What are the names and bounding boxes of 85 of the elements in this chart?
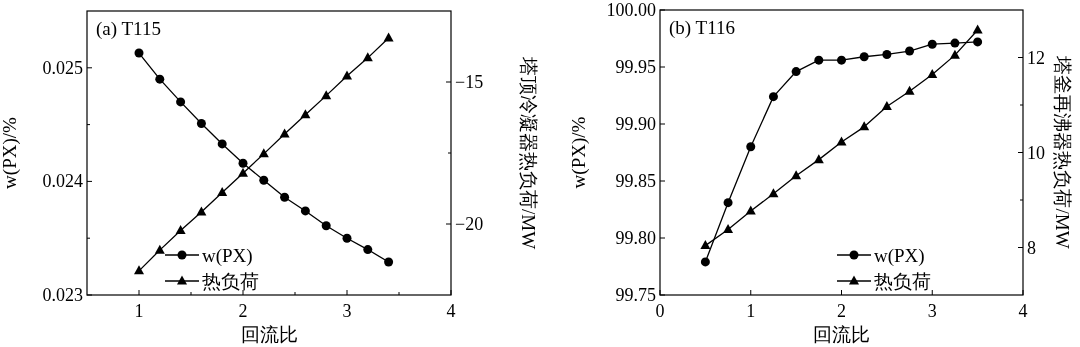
y-tick-label: 99.95 — [615, 57, 656, 77]
point — [950, 38, 960, 48]
y2-axis-title: 塔釜再沸器热负荷/MW — [1052, 55, 1073, 249]
point — [175, 225, 186, 235]
x-tick-label: 2 — [238, 301, 248, 321]
point — [745, 205, 756, 215]
x-tick-label: 3 — [927, 301, 937, 321]
y-tick-label: 99.80 — [615, 228, 656, 248]
legend-label: w(PX) — [874, 245, 925, 267]
y-tick-label: 99.75 — [615, 285, 656, 305]
point — [300, 206, 310, 216]
y2-tick-label: 10 — [1027, 142, 1045, 163]
point — [196, 206, 207, 216]
point — [768, 92, 778, 102]
point — [972, 24, 983, 34]
point — [700, 257, 710, 267]
point — [258, 148, 269, 158]
point — [882, 49, 892, 59]
y-tick-label: 0.025 — [42, 57, 83, 78]
point — [176, 97, 186, 107]
point — [927, 69, 938, 79]
y-axis-title: w(PX)/% — [0, 116, 21, 189]
point — [836, 136, 847, 146]
x-tick-label: 3 — [342, 301, 352, 321]
point — [238, 158, 248, 168]
point — [814, 55, 824, 65]
point — [949, 49, 960, 59]
point — [196, 118, 206, 128]
point — [881, 100, 892, 110]
y-tick-label: 0.024 — [42, 171, 83, 192]
point — [746, 142, 756, 152]
point — [973, 37, 983, 47]
y2-axis-title: 塔顶冷凝器热负荷/MW — [518, 55, 539, 250]
y-tick-label: 0.023 — [42, 285, 83, 305]
point — [154, 244, 165, 254]
point — [362, 52, 373, 62]
point — [342, 70, 352, 80]
x-axis-title: 回流比 — [813, 324, 870, 345]
point — [384, 257, 394, 267]
point — [321, 221, 331, 231]
point — [837, 55, 846, 65]
point — [813, 154, 824, 164]
point — [927, 39, 937, 49]
x-tick-label: 1 — [746, 301, 756, 321]
x-tick-label: 0 — [655, 301, 665, 321]
point — [768, 188, 779, 198]
y-axis-title: w(PX)/% — [568, 116, 590, 189]
y-tick-label: 99.85 — [615, 171, 656, 191]
x-tick-label: 2 — [837, 301, 846, 321]
point — [905, 46, 915, 56]
point — [700, 240, 711, 250]
legend-label: w(PX) — [202, 245, 253, 267]
point — [723, 223, 734, 233]
point — [134, 48, 144, 58]
point — [904, 85, 915, 95]
point — [217, 139, 227, 149]
point — [217, 186, 228, 196]
legend-label: 热负荷 — [874, 271, 931, 292]
y-tick-label: 99.90 — [615, 114, 656, 134]
point — [238, 167, 248, 177]
x-tick-label: 1 — [134, 301, 144, 321]
point — [300, 109, 311, 119]
y2-tick-label: −20 — [455, 214, 484, 234]
point — [321, 90, 332, 100]
point — [791, 67, 801, 77]
point — [259, 175, 269, 185]
chart-title: (b) T116 — [669, 17, 735, 39]
legend-label: 热负荷 — [202, 271, 259, 292]
x-axis-title: 回流比 — [240, 324, 298, 345]
point — [363, 245, 373, 255]
x-tick-label: 4 — [1018, 301, 1028, 321]
y2-tick-label: −15 — [455, 72, 484, 92]
y2-tick-label: 12 — [1027, 47, 1045, 68]
point — [280, 192, 290, 202]
point — [155, 74, 165, 84]
point — [859, 52, 869, 62]
point — [134, 265, 144, 275]
point — [342, 233, 352, 243]
point — [791, 170, 802, 180]
chart-title: (a) T115 — [96, 18, 161, 40]
y2-tick-label: 8 — [1027, 237, 1036, 258]
x-tick-label: 4 — [446, 301, 456, 321]
y-tick-label: 100.00 — [606, 0, 656, 20]
point — [859, 121, 870, 131]
point — [723, 198, 733, 208]
